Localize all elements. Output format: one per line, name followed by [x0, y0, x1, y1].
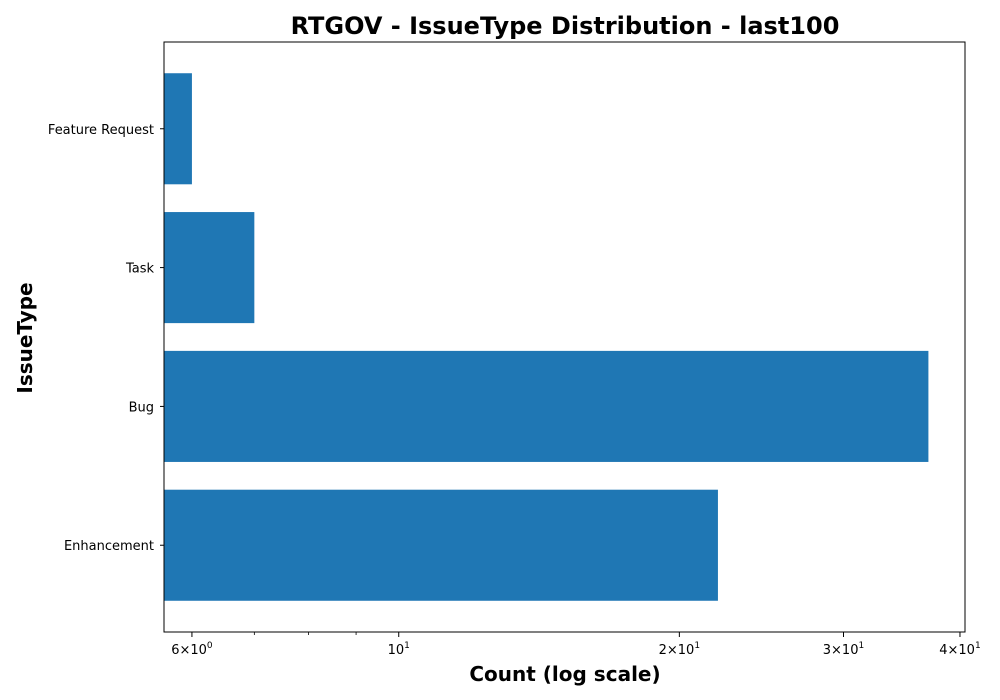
chart-title: RTGOV - IssueType Distribution - last100: [291, 12, 840, 40]
x-tick-label: 6×100: [171, 641, 213, 658]
plot-frame: [163, 41, 966, 633]
y-tick-label-enhancement: Enhancement: [64, 539, 154, 554]
y-axis-label: IssueType: [13, 282, 37, 393]
x-tick-label: 101: [388, 641, 410, 658]
x-tick-label: 3×101: [823, 641, 864, 658]
x-axis-label: Count (log scale): [469, 662, 660, 686]
x-tick-label: 4×101: [939, 641, 980, 658]
x-tick-label: 2×101: [659, 641, 700, 658]
bar-bug: [164, 350, 929, 462]
plot-area: Enhancement Bug Task Feature Request 6×100 10…: [48, 41, 981, 658]
y-tick-label-bug: Bug: [129, 400, 154, 415]
bar-task: [164, 212, 255, 324]
y-tick-label-task: Task: [125, 262, 155, 277]
bar-feature-request: [164, 73, 192, 185]
bar-enhancement: [164, 489, 718, 601]
y-tick-label-feature-request: Feature Request: [48, 123, 154, 138]
